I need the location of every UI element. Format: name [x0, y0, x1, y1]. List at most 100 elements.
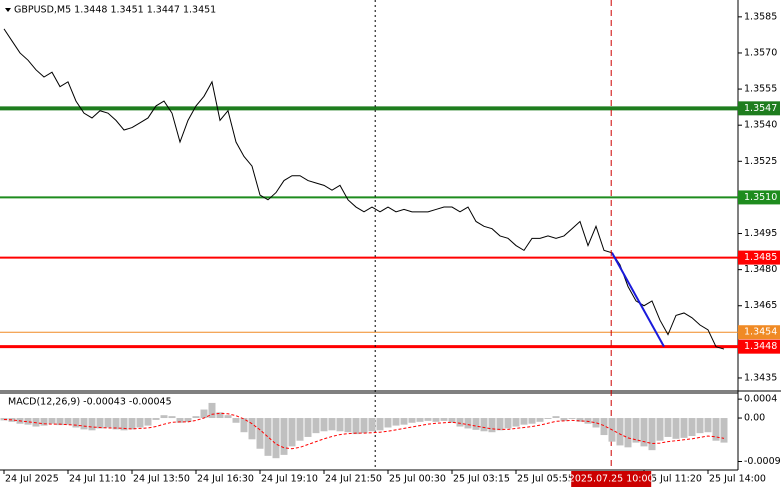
x-tick-label: 25 Jul 11:20 [645, 474, 702, 485]
y-tick-label: 0.00 [744, 413, 765, 424]
histogram-bar [360, 418, 368, 434]
histogram-bar [656, 418, 664, 441]
histogram-bar [568, 418, 576, 419]
y-tick-label: 1.3555 [744, 84, 777, 95]
histogram-bar [8, 418, 16, 422]
histogram-bar [0, 418, 8, 421]
histogram-bar [520, 418, 528, 425]
histogram-bar [224, 415, 232, 419]
histogram-bar [576, 418, 584, 422]
histogram-bar [208, 402, 216, 419]
histogram-bar [192, 416, 200, 419]
histogram-bar [56, 418, 64, 426]
menu-arrow [5, 8, 11, 12]
histogram-bar [240, 418, 248, 433]
histogram-bar [328, 418, 336, 431]
x-tick-label: 25 Jul 14:00 [709, 474, 766, 485]
histogram-bar [248, 418, 256, 440]
histogram-bar [592, 418, 600, 428]
histogram-bar [136, 418, 144, 428]
histogram-bar [688, 418, 696, 436]
histogram-bar [144, 418, 152, 426]
x-tick-label: 24 Jul 11:10 [69, 474, 126, 485]
y-tick-label: 1.3570 [744, 47, 777, 58]
level-label: 1.3448 [744, 341, 777, 352]
histogram-bar [64, 418, 72, 425]
x-tick-label: 25 Jul 00:30 [389, 474, 446, 485]
y-tick-label: -0.00092 [744, 456, 781, 467]
histogram-bar [696, 418, 704, 434]
x-tick-label: 25 Jul 05:55 [517, 474, 574, 485]
histogram-bar [648, 418, 656, 451]
histogram-bar [720, 418, 728, 443]
histogram-bar [168, 416, 176, 419]
histogram-bar [552, 416, 560, 419]
histogram-bar [368, 418, 376, 432]
x-tick-label: 25 Jul 03:15 [453, 474, 510, 485]
histogram-bar [464, 418, 472, 429]
y-tick-label: 1.3480 [744, 264, 777, 275]
histogram-bar [672, 418, 680, 439]
x-tick-label: 24 Jul 16:30 [197, 474, 254, 485]
y-tick-label: 1.3525 [744, 156, 777, 167]
histogram-bar [160, 415, 168, 419]
histogram-bar [392, 418, 400, 426]
histogram-bar [704, 418, 712, 433]
level-label-box [738, 190, 780, 205]
histogram-bar [496, 418, 504, 431]
histogram-bar [24, 418, 32, 425]
histogram-bar [80, 418, 88, 430]
y-tick-label: 1.3465 [744, 300, 777, 311]
level-label-box [738, 325, 780, 340]
y-tick-label: 0.0004 [744, 394, 777, 405]
cursor-label: 2025.07.25 10:00 [569, 474, 654, 485]
histogram-bar [440, 418, 448, 421]
histogram-bar [232, 418, 240, 423]
histogram-bar [88, 418, 96, 431]
histogram-bar [408, 418, 416, 423]
histogram-bar [488, 418, 496, 433]
histogram-bar [296, 418, 304, 441]
histogram-bar [96, 418, 104, 429]
histogram-bar [376, 418, 384, 431]
histogram-bar [352, 418, 360, 435]
y-tick-label: 1.3585 [744, 11, 777, 22]
histogram-bar [120, 418, 128, 431]
histogram-bar [336, 418, 344, 432]
histogram-bar [104, 418, 112, 428]
cursor-label-box [571, 471, 652, 487]
histogram-bar [560, 418, 568, 421]
level-label: 1.3547 [744, 103, 777, 114]
histogram-bar [632, 418, 640, 443]
histogram-bar [280, 418, 288, 455]
level-label-box [738, 339, 780, 354]
histogram-bar [456, 418, 464, 427]
histogram-bar [616, 418, 624, 446]
histogram-bar [312, 418, 320, 434]
histogram-bar [424, 418, 432, 421]
histogram-bar [176, 418, 184, 423]
y-tick-label: 1.3435 [744, 372, 777, 383]
histogram-bar [264, 418, 272, 456]
histogram-bar [512, 418, 520, 427]
histogram-bar [48, 418, 56, 424]
level-label: 1.3454 [744, 327, 777, 338]
histogram-bar [528, 418, 536, 424]
histogram-bar [128, 418, 136, 430]
histogram-bar [184, 418, 192, 422]
histogram-bar [200, 409, 208, 419]
chart-title: GBPUSD,M5 1.3448 1.3451 1.3447 1.3451 [14, 5, 216, 16]
x-tick-label: 24 Jul 21:50 [325, 474, 382, 485]
histogram-bar [152, 418, 160, 420]
level-label-box [738, 101, 780, 116]
histogram-bar [480, 418, 488, 432]
histogram-bar [384, 418, 392, 428]
histogram-bar [416, 418, 424, 422]
x-tick-label: 24 Jul 19:10 [261, 474, 318, 485]
signal-line [3, 412, 725, 450]
histogram-bar [344, 418, 352, 433]
histogram-bar [504, 418, 512, 429]
histogram-bar [712, 418, 720, 441]
histogram-bar [536, 418, 544, 422]
